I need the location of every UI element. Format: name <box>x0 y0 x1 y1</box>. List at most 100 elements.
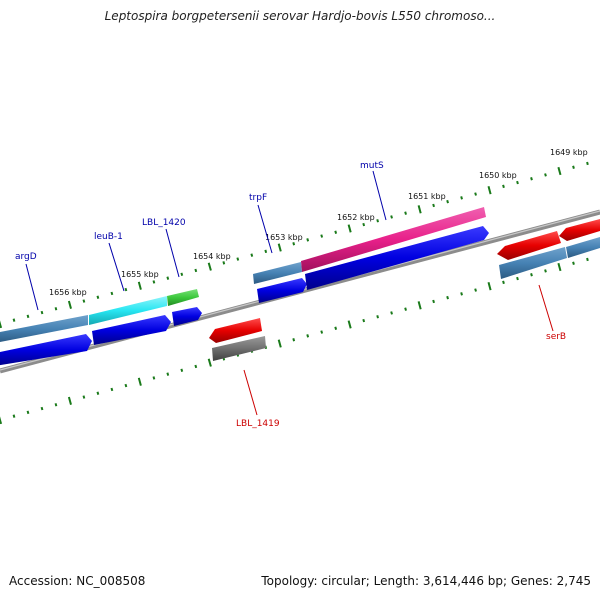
ruler-minor-tick <box>96 295 100 299</box>
cds-mutS[interactable] <box>305 226 489 290</box>
topology-label: Topology: circular; Length: 3,614,446 bp… <box>261 574 591 588</box>
ruler-minor-tick <box>432 299 435 304</box>
ruler-label: 1653 kbp <box>265 233 303 242</box>
feature-serB[interactable] <box>499 247 567 279</box>
ruler-minor-tick <box>124 287 128 292</box>
feature-serB-next[interactable] <box>566 237 600 258</box>
ruler-minor-tick <box>306 334 310 338</box>
ruler-minor-tick <box>572 165 575 169</box>
ruler-minor-tick <box>516 180 519 185</box>
ruler-minor-tick <box>572 261 575 265</box>
ruler-minor-tick <box>292 338 296 342</box>
leader-line-leuB-1 <box>108 242 125 292</box>
ruler-minor-tick <box>26 410 30 415</box>
accession-label: Accession: NC_008508 <box>9 574 146 588</box>
ruler-minor-tick <box>222 261 226 265</box>
ruler-major-tick <box>347 320 352 329</box>
ruler-label: 1652 kbp <box>337 213 375 222</box>
cds-LBL_1419[interactable] <box>209 318 262 343</box>
ruler-minor-tick <box>250 253 254 257</box>
feature-leuB-1[interactable] <box>89 296 167 325</box>
ruler-minor-tick <box>502 280 505 285</box>
ruler-minor-tick <box>12 318 16 322</box>
ruler-label: 1654 kbp <box>193 252 231 261</box>
ruler-major-tick <box>277 339 282 348</box>
ruler-minor-tick <box>362 222 366 227</box>
gene-label-argD[interactable]: argD <box>15 252 37 262</box>
gene-label-LBL_1419[interactable]: LBL_1419 <box>236 419 280 429</box>
feature-mutS[interactable] <box>301 207 486 272</box>
cds-leuB-1[interactable] <box>92 315 171 345</box>
ruler-minor-tick <box>180 368 184 372</box>
ruler-minor-tick <box>586 257 589 262</box>
ruler-track-lower <box>0 257 589 425</box>
ruler-minor-tick <box>320 234 324 238</box>
feature-LBL_1420[interactable] <box>167 289 199 306</box>
gene-label-leuB-1[interactable]: leuB-1 <box>94 232 123 242</box>
ruler-major-tick <box>487 186 492 195</box>
ruler-minor-tick <box>152 280 156 284</box>
ruler-minor-tick <box>390 311 393 315</box>
ruler-minor-tick <box>166 372 170 376</box>
ruler-minor-tick <box>264 249 268 254</box>
ruler-minor-tick <box>530 273 533 277</box>
leader-line-LBL_1420 <box>165 228 180 278</box>
cds-argD[interactable] <box>0 334 92 366</box>
ruler-major-tick <box>67 300 72 309</box>
ruler-minor-tick <box>390 215 393 219</box>
ruler-minor-tick <box>460 196 463 200</box>
feature-LBL_1419[interactable] <box>212 336 266 361</box>
ruler-minor-tick <box>446 199 449 204</box>
gene-label-trpF[interactable]: trpF <box>249 193 267 203</box>
ruler-minor-tick <box>516 276 519 281</box>
ruler-minor-tick <box>110 291 114 296</box>
ruler-major-tick <box>0 416 3 425</box>
ruler-minor-tick <box>376 315 379 319</box>
ruler-minor-tick <box>82 395 86 399</box>
ruler-minor-tick <box>376 219 379 223</box>
ruler-minor-tick <box>110 387 114 392</box>
ruler-major-tick <box>557 166 562 176</box>
feature-argD[interactable] <box>0 315 88 343</box>
ruler-minor-tick <box>152 376 156 380</box>
cds-serB-next[interactable] <box>559 219 600 241</box>
ruler-minor-tick <box>432 203 435 208</box>
ruler-label: 1656 kbp <box>49 288 87 297</box>
cds-trpF[interactable] <box>257 278 307 303</box>
feature-trpF[interactable] <box>253 262 302 284</box>
gene-label-LBL_1420[interactable]: LBL_1420 <box>142 218 186 228</box>
ruler-minor-tick <box>82 299 86 303</box>
ruler-major-tick <box>347 224 352 233</box>
ruler-minor-tick <box>320 330 324 334</box>
ruler-minor-tick <box>334 326 338 330</box>
ruler-minor-tick <box>404 307 407 311</box>
ruler-minor-tick <box>362 318 366 323</box>
ruler-minor-tick <box>544 173 547 177</box>
ruler-label: 1651 kbp <box>408 192 446 201</box>
gene-label-mutS[interactable]: mutS <box>360 161 384 171</box>
ruler-minor-tick <box>54 307 58 311</box>
ruler-major-tick <box>207 358 212 367</box>
ruler-major-tick <box>487 282 492 291</box>
ruler-label: 1655 kbp <box>121 270 159 279</box>
leader-line-mutS <box>372 170 387 221</box>
ruler-minor-tick <box>40 406 44 411</box>
leader-line-serB <box>538 284 554 332</box>
cds-serB[interactable] <box>497 231 561 260</box>
ruler-minor-tick <box>194 364 198 369</box>
ruler-major-tick <box>417 301 422 310</box>
ruler-minor-tick <box>530 177 533 181</box>
cds-LBL_1420[interactable] <box>172 307 202 326</box>
ruler-major-tick <box>0 320 3 329</box>
ruler-minor-tick <box>166 276 170 280</box>
ruler-minor-tick <box>334 230 338 234</box>
ruler-minor-tick <box>12 414 16 418</box>
ruler-minor-tick <box>124 383 128 388</box>
gene-label-serB[interactable]: serB <box>546 332 566 342</box>
ruler-minor-tick <box>474 288 477 292</box>
ruler-minor-tick <box>460 292 463 296</box>
ruler-label: 1649 kbp <box>550 148 588 157</box>
ruler-minor-tick <box>502 184 505 189</box>
ruler-minor-tick <box>474 192 477 196</box>
